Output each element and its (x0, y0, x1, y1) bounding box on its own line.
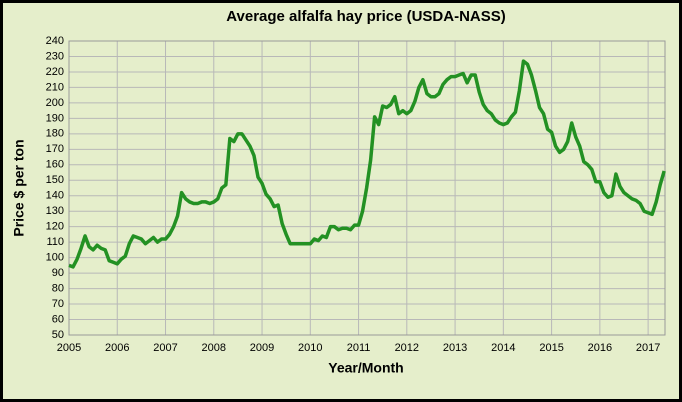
x-tick-label: 2005 (57, 342, 81, 354)
x-axis-label: Year/Month (328, 360, 403, 376)
y-tick-label: 150 (46, 174, 64, 186)
y-tick-label: 120 (46, 221, 64, 233)
x-tick-label: 2015 (539, 342, 563, 354)
y-tick-label: 90 (52, 267, 64, 279)
x-tick-label: 2012 (395, 342, 419, 354)
x-tick-label: 2011 (347, 342, 371, 354)
y-tick-label: 100 (46, 252, 64, 264)
x-tick-label: 2017 (636, 342, 660, 354)
y-tick-label: 180 (46, 128, 64, 140)
x-tick-label: 2013 (443, 342, 467, 354)
y-tick-label: 110 (46, 236, 64, 248)
x-tick-label: 2008 (202, 342, 226, 354)
x-tick-label: 2014 (491, 342, 515, 354)
x-tick-label: 2009 (250, 342, 274, 354)
x-tick-label: 2010 (298, 342, 322, 354)
chart-title: Average alfalfa hay price (USDA-NASS) (226, 8, 506, 25)
y-tick-label: 230 (46, 50, 64, 62)
y-tick-label: 200 (46, 97, 64, 109)
y-tick-label: 80 (52, 282, 64, 294)
y-tick-label: 130 (46, 205, 64, 217)
y-tick-label: 190 (46, 112, 64, 124)
x-tick-label: 2007 (153, 342, 177, 354)
price-line (68, 59, 666, 269)
plot-border (68, 40, 666, 336)
y-tick-label: 60 (52, 313, 64, 325)
y-tick-label: 70 (52, 298, 64, 310)
y-tick-label: 160 (46, 159, 64, 171)
y-tick-label: 220 (46, 66, 64, 78)
y-tick-label: 140 (46, 190, 64, 202)
x-tick-label: 2006 (105, 342, 129, 354)
y-tick-label: 240 (46, 35, 64, 47)
y-tick-label: 50 (52, 329, 64, 341)
x-tick-label: 2016 (588, 342, 612, 354)
y-axis-label: Price $ per ton (11, 139, 27, 236)
y-tick-label: 210 (46, 81, 64, 93)
y-tick-label: 170 (46, 143, 64, 155)
